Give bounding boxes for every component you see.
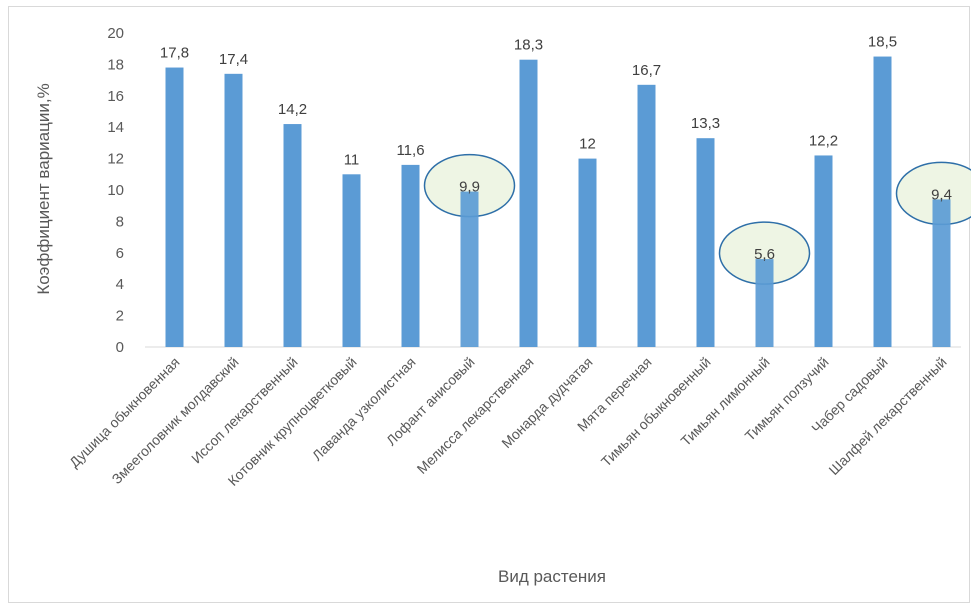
data-label: 5,6 [754, 246, 775, 263]
data-label: 16,7 [632, 62, 661, 79]
bar [932, 199, 951, 347]
data-label: 9,9 [459, 179, 480, 196]
chart-area: 0 2 4 6 8 10 12 14 16 18 20 17,8 17,4 14,2 11 11,6 9,9 1… [8, 6, 971, 603]
bar [755, 259, 774, 347]
data-label: 13,3 [691, 115, 720, 132]
y-axis-title: Коэффициент вариации,% [34, 83, 53, 294]
bar [460, 191, 479, 347]
data-label: 12 [579, 136, 596, 153]
y-tick-label: 2 [116, 308, 124, 325]
y-tick-label: 6 [116, 245, 124, 262]
data-label: 9,4 [931, 186, 952, 203]
highlight-ellipses [423, 153, 971, 285]
bar [401, 164, 420, 347]
category-label: Шалфей лекарственный [825, 354, 949, 478]
category-label: Лаванда узколистная [309, 354, 419, 464]
y-tick-label: 8 [116, 213, 124, 230]
category-label: Иссоп лекарственный [188, 354, 301, 467]
y-tick-label: 4 [116, 276, 124, 293]
y-tick-label: 0 [116, 339, 124, 356]
y-tick-label: 14 [107, 119, 124, 136]
y-tick-label: 20 [107, 25, 124, 42]
bar [814, 155, 833, 347]
category-label: Душица обыкновенная [66, 354, 183, 471]
bar [578, 158, 597, 347]
y-tick-label: 18 [107, 56, 124, 73]
y-tick-label: 12 [107, 151, 124, 168]
data-label: 11 [344, 151, 360, 168]
category-label: Мелисса лекарственная [414, 354, 537, 477]
bar [637, 84, 656, 347]
bar [873, 56, 892, 348]
bars [165, 56, 951, 348]
y-tick-label: 16 [107, 88, 124, 105]
y-tick-label: 10 [107, 182, 124, 199]
data-label: 18,5 [868, 34, 897, 51]
bar [342, 174, 361, 347]
data-label: 18,3 [514, 37, 543, 54]
bar [283, 124, 302, 347]
y-axis-ticks: 0 2 4 6 8 10 12 14 16 18 20 [107, 25, 124, 356]
bar [165, 67, 184, 347]
data-label: 12,2 [809, 132, 838, 149]
bar [696, 138, 715, 347]
data-label: 17,8 [160, 45, 189, 62]
data-label: 11,6 [396, 142, 424, 159]
category-label: Тимьян обыкновенный [598, 354, 714, 470]
bar [519, 59, 538, 347]
data-label: 17,4 [219, 51, 248, 68]
bar [224, 73, 243, 347]
x-axis-title: Вид растения [498, 567, 606, 586]
data-label: 14,2 [278, 101, 307, 118]
data-labels: 17,8 17,4 14,2 11 11,6 9,9 18,3 12 16,7 13,3 5,6 12… [160, 34, 952, 264]
